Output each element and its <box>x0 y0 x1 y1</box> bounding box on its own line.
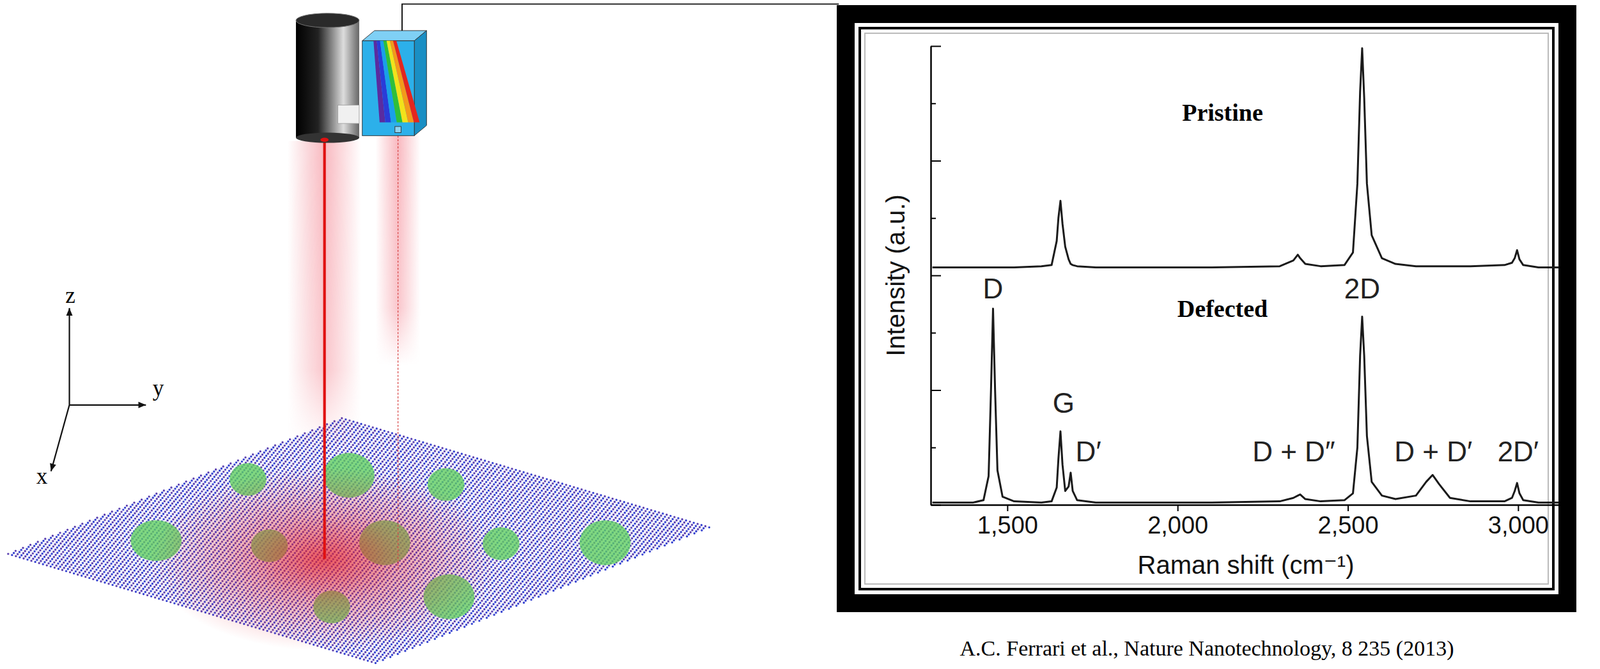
setup-diagram: z y x <box>7 3 839 665</box>
y-tick <box>930 333 936 334</box>
laser-top <box>295 13 360 28</box>
axis-label: z <box>65 283 76 309</box>
y-tick-mark <box>930 275 941 277</box>
x-tick-mark <box>1177 504 1179 512</box>
y-tick <box>930 390 941 392</box>
y-tick <box>930 103 936 105</box>
y-tick-mark <box>930 102 936 105</box>
x-tick-label: 2,500 <box>1317 512 1379 539</box>
connector-line <box>402 3 839 31</box>
spectrum-line <box>932 48 1560 268</box>
axis-arrow <box>51 405 70 472</box>
y-tick-mark <box>930 389 941 392</box>
axis-label: x <box>36 464 48 490</box>
defect-patch <box>579 520 631 566</box>
x-axis-line <box>931 504 1562 507</box>
frame-outer <box>836 5 1577 613</box>
y-tick <box>930 46 941 47</box>
x-tick-label: 1,500 <box>977 512 1039 539</box>
axis-label: y <box>152 375 165 401</box>
x-tick-label: 2,000 <box>1147 512 1209 539</box>
spectrum-band <box>393 40 420 123</box>
x-axis-title: Raman shift (cm⁻¹) <box>1137 551 1355 580</box>
frame-inner <box>864 33 1549 585</box>
y-tick <box>930 161 941 162</box>
series-label: Defected <box>1177 295 1268 323</box>
laser-bottom <box>295 132 360 144</box>
y-tick-mark <box>930 46 941 48</box>
y-axis-title: Intensity (a.u.) <box>881 194 910 357</box>
spectrometer-port <box>395 126 402 133</box>
lattice-atoms <box>7 417 707 664</box>
spectrum-band <box>389 40 415 123</box>
laser-aperture <box>320 138 329 142</box>
scattered-light <box>397 135 399 572</box>
x-axis: 1,500 2,000 2,500 3,000 <box>931 504 1562 539</box>
peak-label: D + D″ <box>1252 435 1335 468</box>
peak-label: D <box>983 272 1004 305</box>
laser-body <box>295 20 360 139</box>
axis-arrowhead <box>138 402 147 409</box>
y-tick-mark <box>930 160 941 162</box>
y-tick-mark <box>930 217 936 220</box>
y-tick <box>930 217 936 219</box>
figure: z y x 1,500 2,000 2,500 3,000 Pristine Defected D… <box>0 0 1600 669</box>
y-tick-mark <box>930 504 941 507</box>
peak-label: 2D′ <box>1497 435 1540 468</box>
spectrum-line <box>932 308 1560 503</box>
y-tick <box>930 447 936 449</box>
x-tick-label: 3,000 <box>1488 512 1549 539</box>
peak-label: G <box>1052 387 1075 419</box>
series-label: Pristine <box>1181 99 1264 126</box>
y-tick-mark <box>930 447 936 449</box>
laser-label <box>337 104 360 124</box>
axis-arrowhead <box>49 463 57 472</box>
axis-arrowhead <box>66 308 73 316</box>
citation: A.C. Ferrari et al., Nature Nanotechnolo… <box>960 636 1455 661</box>
x-tick: 1,500 <box>977 504 1039 539</box>
axis-arrow <box>68 308 70 406</box>
plot-area <box>932 48 1560 504</box>
y-tick <box>930 504 941 506</box>
peak-label: D′ <box>1075 435 1102 468</box>
laser-beam <box>323 140 327 560</box>
peak-label: 2D <box>1344 272 1381 305</box>
peak-label: D + D′ <box>1394 435 1473 468</box>
x-tick: 2,500 <box>1317 504 1379 539</box>
axis-arrow <box>69 404 147 406</box>
y-tick <box>930 275 941 277</box>
x-tick-mark <box>1347 504 1349 512</box>
frame-white <box>854 23 1559 595</box>
x-tick-mark <box>1006 504 1009 512</box>
y-axis <box>930 46 941 506</box>
x-tick: 3,000 <box>1488 504 1549 539</box>
y-tick-mark <box>930 332 936 334</box>
x-tick-mark <box>1517 504 1519 512</box>
x-tick: 2,000 <box>1147 504 1209 539</box>
graphene-sheet <box>8 418 710 664</box>
